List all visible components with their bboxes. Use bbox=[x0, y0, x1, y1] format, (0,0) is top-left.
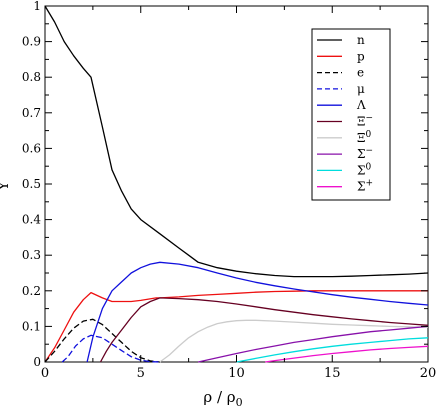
series-line-0 bbox=[236, 337, 429, 363]
series-line-n bbox=[44, 5, 429, 278]
legend-label: e bbox=[357, 66, 364, 80]
x-axis-label-main: ρ / ρ bbox=[203, 388, 235, 406]
y-tick-label: 0.9 bbox=[22, 35, 41, 49]
x-axis-label-sub: 0 bbox=[236, 396, 243, 409]
legend-box bbox=[311, 28, 391, 201]
legend-label: Σ+ bbox=[357, 179, 373, 194]
x-tick-label: 0 bbox=[41, 366, 49, 381]
legend-label: Ξ− bbox=[357, 114, 373, 129]
x-tick-label: 5 bbox=[137, 366, 145, 381]
legend-label: μ bbox=[357, 82, 365, 96]
y-tick-label: 0.7 bbox=[22, 106, 41, 120]
legend-label: Σ− bbox=[357, 146, 373, 161]
y-tick-label: 0.6 bbox=[22, 141, 41, 155]
legend-label: n bbox=[357, 33, 365, 47]
y-tick-label: 0.5 bbox=[22, 177, 41, 191]
y-tick-label: 0.3 bbox=[22, 248, 41, 262]
x-tick-label: 20 bbox=[420, 366, 436, 381]
y-tick-label: 0.4 bbox=[22, 213, 41, 227]
series-line- bbox=[86, 261, 429, 363]
y-tick-label: 0 bbox=[33, 355, 41, 369]
y-axis-label: Y bbox=[0, 181, 12, 192]
series-line- bbox=[198, 325, 429, 363]
legend-label: Σ0 bbox=[357, 162, 371, 177]
series-line-0 bbox=[159, 319, 429, 363]
y-tick-label: 0.8 bbox=[22, 70, 41, 84]
series-line-p bbox=[44, 290, 428, 363]
series-line- bbox=[265, 345, 429, 363]
series-line-e bbox=[44, 318, 160, 363]
legend-label: Λ bbox=[356, 98, 366, 112]
tick-layer: 0 5 10 15 20 0 0.1 0.2 0.3 0.4 0.5 0.6 0.7 0.8 0.9 1 bbox=[22, 0, 436, 381]
series-line- bbox=[61, 334, 160, 363]
series-line- bbox=[99, 297, 429, 363]
x-axis-label: ρ / ρ0 bbox=[203, 388, 242, 409]
y-tick-label: 0.1 bbox=[22, 319, 41, 333]
y-tick-label: 0.2 bbox=[22, 284, 41, 298]
x-tick-label: 10 bbox=[228, 366, 245, 381]
legend-label: p bbox=[357, 49, 365, 63]
x-tick-label: 15 bbox=[324, 366, 341, 381]
y-tick-label: 1 bbox=[33, 0, 41, 13]
legend-label: Ξ0 bbox=[357, 130, 371, 145]
